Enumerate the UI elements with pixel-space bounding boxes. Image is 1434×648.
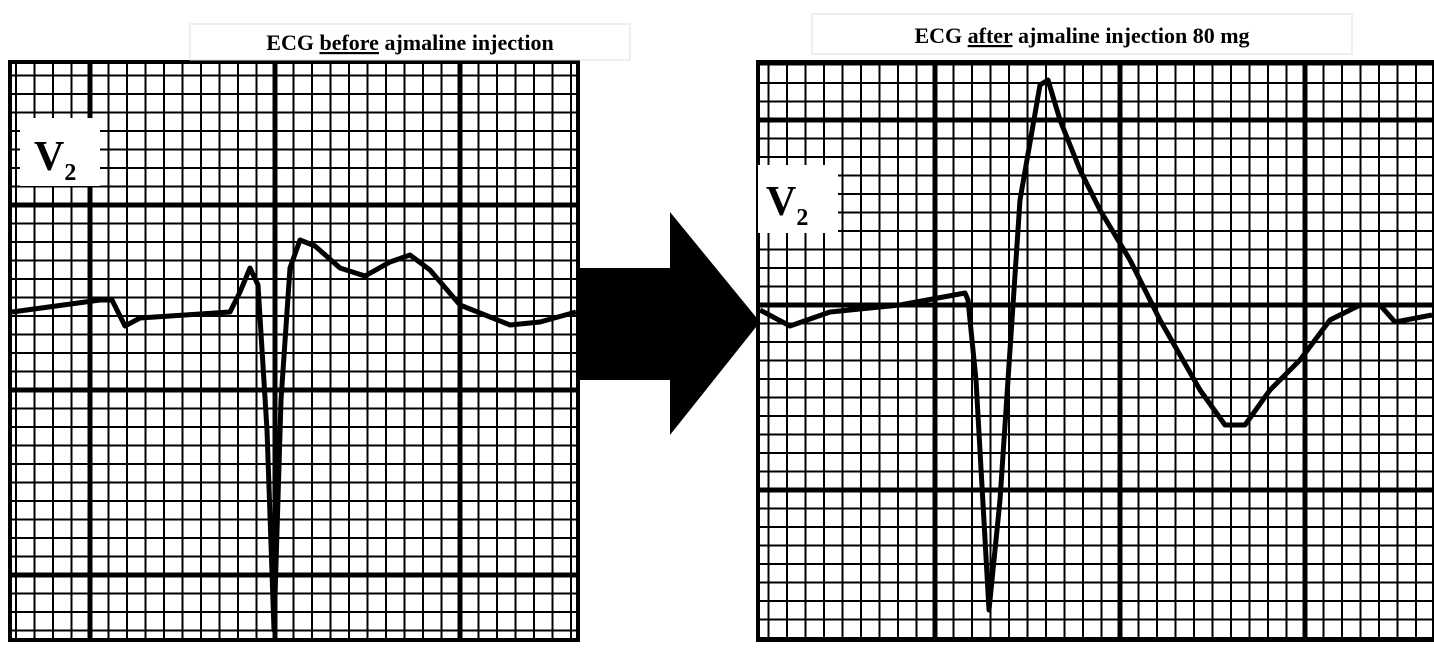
lead: V [766, 179, 796, 225]
panel-title: ECG after ajmaline injection 80 mg [914, 23, 1249, 48]
lead: V [34, 134, 64, 180]
title-part: ECG [914, 23, 967, 48]
ecg-grid [758, 62, 1434, 640]
title-part: ECG [266, 30, 319, 55]
arrow [580, 212, 760, 435]
title-part: ajmaline injection [379, 30, 554, 55]
figure: ECG before ajmaline injection ECG after … [0, 0, 1434, 648]
lead-sub: 2 [796, 205, 808, 231]
title-emphasis: before [319, 30, 379, 55]
panel-title: ECG before ajmaline injection [266, 30, 553, 55]
grid-frame [758, 62, 1434, 640]
title-emphasis: after [968, 23, 1013, 48]
title-part: ajmaline injection 80 mg [1012, 23, 1249, 48]
lead-sub: 2 [64, 160, 76, 186]
